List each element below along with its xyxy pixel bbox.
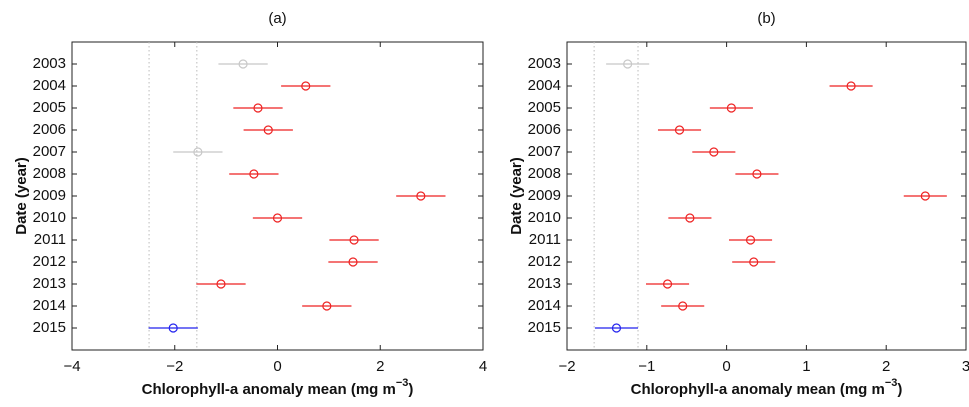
point xyxy=(349,235,359,245)
x-tick-label: 4 xyxy=(479,358,487,375)
y-tick-label: 2003 xyxy=(528,55,561,72)
y-tick-label: 2009 xyxy=(33,187,66,204)
y-tick-label: 2010 xyxy=(33,209,66,226)
x-axis-label-text: Chlorophyll-a anomaly mean (mg m xyxy=(631,381,885,398)
x-tick-label: 0 xyxy=(273,358,281,375)
point xyxy=(301,81,311,91)
x-tick-label: 2 xyxy=(882,358,890,375)
point xyxy=(253,103,263,113)
point xyxy=(272,213,283,223)
y-tick-label: 2006 xyxy=(528,121,561,138)
y-tick-label: 2003 xyxy=(33,55,66,72)
point xyxy=(709,147,719,157)
y-tick-label: 2005 xyxy=(528,99,561,116)
y-tick-label: 2015 xyxy=(528,319,561,336)
y-tick-label: 2005 xyxy=(33,99,66,116)
x-axis-label-sup: −3 xyxy=(396,377,409,389)
point xyxy=(193,147,203,157)
y-tick-label: 2004 xyxy=(528,77,561,94)
panel-title: (a) xyxy=(268,10,286,27)
y-tick-label: 2010 xyxy=(528,209,561,226)
point xyxy=(678,301,688,311)
x-tick-label: −2 xyxy=(166,358,183,375)
point xyxy=(416,191,426,201)
point xyxy=(749,257,759,267)
y-tick-label: 2015 xyxy=(33,319,66,336)
x-tick-label: 3 xyxy=(962,358,969,375)
panel-title: (b) xyxy=(757,10,775,27)
point xyxy=(752,169,762,179)
point xyxy=(846,81,856,91)
point xyxy=(168,323,178,333)
x-axis-label-end: ) xyxy=(897,381,902,398)
x-axis-label: Chlorophyll-a anomaly mean (mg m−3) xyxy=(142,377,414,398)
y-tick-label: 2004 xyxy=(33,77,66,94)
y-tick-label: 2013 xyxy=(528,275,561,292)
y-tick-label: 2009 xyxy=(528,187,561,204)
x-tick-label: −1 xyxy=(638,358,655,375)
y-tick-label: 2007 xyxy=(33,143,66,160)
y-tick-label: 2013 xyxy=(33,275,66,292)
point xyxy=(348,257,358,267)
y-tick-label: 2011 xyxy=(34,231,66,248)
point xyxy=(674,125,685,135)
point xyxy=(322,301,332,311)
x-axis-label: Chlorophyll-a anomaly mean (mg m−3) xyxy=(631,377,903,398)
y-tick-label: 2006 xyxy=(33,121,66,138)
point xyxy=(216,279,226,289)
x-axis-label-end: ) xyxy=(408,381,413,398)
x-axis-label-sup: −3 xyxy=(885,377,898,389)
y-tick-label: 2012 xyxy=(528,253,561,270)
y-tick-label: 2014 xyxy=(528,297,561,314)
x-tick-label: 2 xyxy=(376,358,384,375)
y-tick-label: 2014 xyxy=(33,297,66,314)
y-tick-label: 2008 xyxy=(528,165,561,182)
y-axis-label: Date (year) xyxy=(508,157,525,235)
point xyxy=(920,191,930,201)
y-axis-label: Date (year) xyxy=(13,157,30,235)
point xyxy=(726,103,736,113)
point xyxy=(249,169,259,179)
point xyxy=(611,323,622,333)
point xyxy=(745,235,756,245)
x-tick-label: 0 xyxy=(722,358,730,375)
x-tick-label: 1 xyxy=(802,358,810,375)
y-tick-label: 2008 xyxy=(33,165,66,182)
y-tick-label: 2007 xyxy=(528,143,561,160)
y-tick-label: 2012 xyxy=(33,253,66,270)
point xyxy=(238,59,248,69)
y-tick-label: 2011 xyxy=(529,231,561,248)
point xyxy=(623,59,633,69)
point xyxy=(662,279,673,289)
x-axis-label-text: Chlorophyll-a anomaly mean (mg m xyxy=(142,381,396,398)
x-tick-label: −2 xyxy=(558,358,575,375)
point xyxy=(685,213,695,223)
x-tick-label: −4 xyxy=(63,358,80,375)
point xyxy=(263,125,273,135)
